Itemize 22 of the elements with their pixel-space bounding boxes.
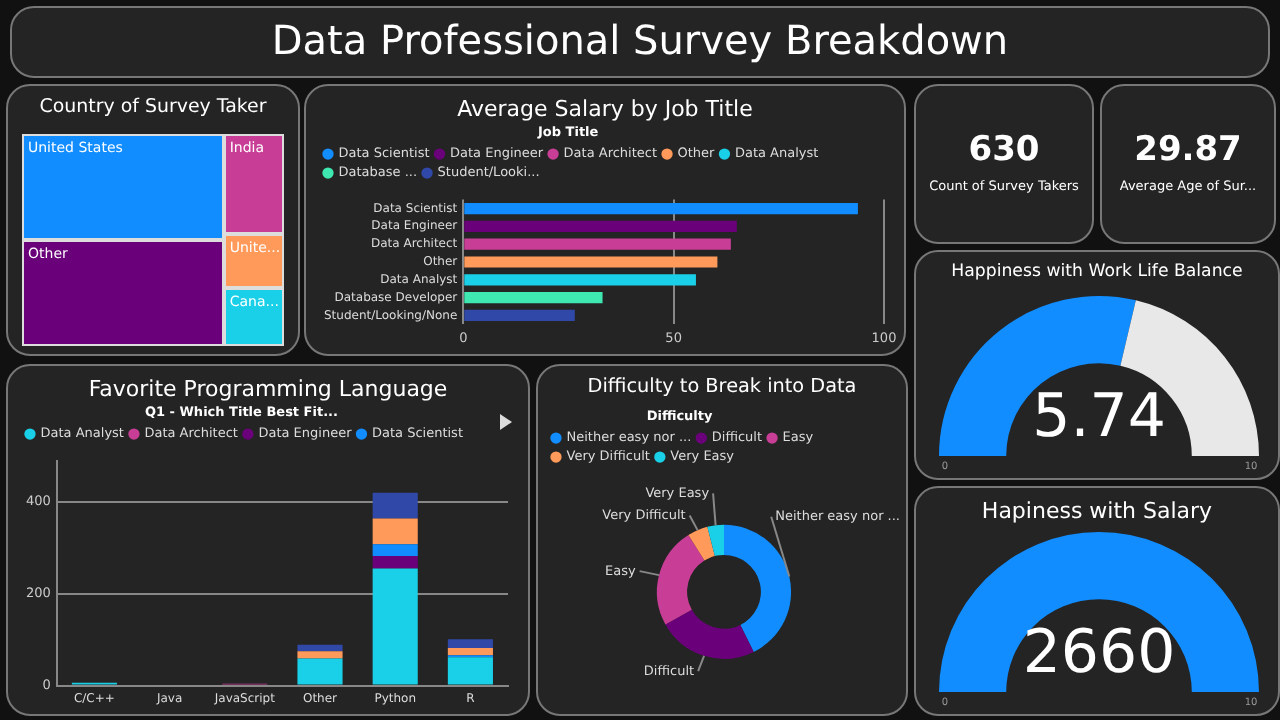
chart-title: Happiness with Work Life Balance	[949, 262, 1245, 282]
bar	[372, 492, 418, 519]
bar	[297, 658, 343, 685]
text: 5.74	[1032, 381, 1166, 452]
chart-title: Hapiness with Salary	[979, 498, 1215, 524]
text: 29.87	[1132, 130, 1244, 170]
text: Data Professional Survey Breakdown	[269, 16, 1011, 64]
bar	[297, 644, 343, 652]
text: 2660	[1022, 617, 1176, 688]
bar	[447, 657, 493, 685]
bar	[372, 556, 418, 569]
text: Country of Survey Taker	[37, 96, 269, 118]
text: 630	[966, 130, 1042, 170]
bar	[372, 568, 418, 685]
chart-title: Average Salary by Job Title	[455, 96, 755, 122]
bar	[297, 651, 343, 659]
chart-title: Difficulty to Break into Data	[585, 376, 859, 398]
bar	[447, 647, 493, 656]
chart-title: Favorite Programming Language	[86, 376, 450, 402]
bar	[447, 639, 493, 648]
bar	[372, 518, 418, 545]
bar	[372, 544, 418, 557]
